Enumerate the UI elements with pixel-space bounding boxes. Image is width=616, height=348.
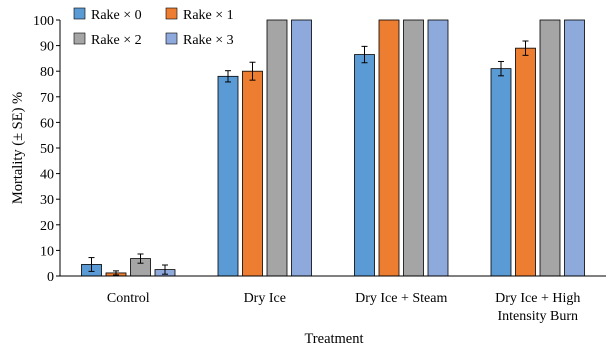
x-tick-label: Dry Ice + Steam (355, 291, 447, 306)
x-tick-label: Dry Ice (244, 291, 286, 306)
bar (564, 19, 585, 277)
y-tick-label: 40 (40, 168, 54, 183)
legend-label: Rake × 1 (183, 8, 234, 23)
y-tick-label: 100 (33, 14, 54, 29)
y-tick-label: 50 (40, 142, 54, 157)
error-bar (522, 40, 529, 56)
y-tick-label: 60 (40, 116, 54, 131)
bar (403, 19, 424, 277)
y-axis-title: Mortality (± SE) % (10, 92, 26, 204)
error-bar (498, 60, 504, 77)
error-bar (88, 257, 95, 272)
x-tick-label: Dry Ice + High Intensity Burn (495, 291, 580, 324)
legend-swatch (73, 7, 86, 20)
x-tick-labels: Control Dry Ice Dry Ice + Steam Dry Ice + H… (107, 291, 581, 324)
bar (242, 70, 263, 277)
y-tick-labels: 0 10 20 30 40 50 60 70 80 90 100 (33, 14, 60, 285)
error-bar (162, 264, 168, 275)
bar (266, 19, 288, 277)
y-tick-label: 80 (40, 65, 54, 80)
y-tick-label: 0 (47, 270, 54, 285)
bar (539, 19, 561, 277)
bar (427, 19, 449, 277)
legend-swatch (73, 32, 86, 45)
y-tick-label: 90 (40, 40, 54, 55)
y-tick-label: 30 (40, 193, 54, 208)
error-bars (88, 40, 529, 276)
legend: Rake × 0 Rake × 1 Rake × 2 Rake × 3 (73, 7, 234, 48)
legend-item: Rake × 0 (73, 7, 142, 23)
legend-label: Rake × 3 (183, 33, 234, 48)
y-tick-label: 20 (40, 219, 54, 234)
legend-item: Rake × 1 (165, 7, 234, 23)
error-bar (249, 61, 256, 81)
legend-label: Rake × 2 (91, 33, 142, 48)
error-bar (361, 45, 368, 64)
bar (515, 47, 536, 277)
bar (217, 75, 239, 277)
bar (378, 19, 400, 277)
bar (291, 19, 312, 277)
error-bar (137, 253, 144, 264)
x-tick-label: Control (107, 291, 150, 306)
legend-item: Rake × 2 (73, 32, 142, 48)
y-tick-label: 10 (40, 244, 54, 259)
legend-swatch (165, 32, 178, 45)
x-axis-title: Treatment (304, 331, 363, 347)
bars (81, 19, 585, 277)
legend-swatch (165, 7, 178, 20)
y-tick-label: 70 (40, 91, 54, 106)
bar (490, 68, 512, 277)
error-bar (113, 270, 119, 276)
error-bar (225, 70, 231, 83)
legend-label: Rake × 0 (91, 8, 142, 23)
legend-item: Rake × 3 (165, 32, 234, 48)
bar (354, 54, 375, 277)
